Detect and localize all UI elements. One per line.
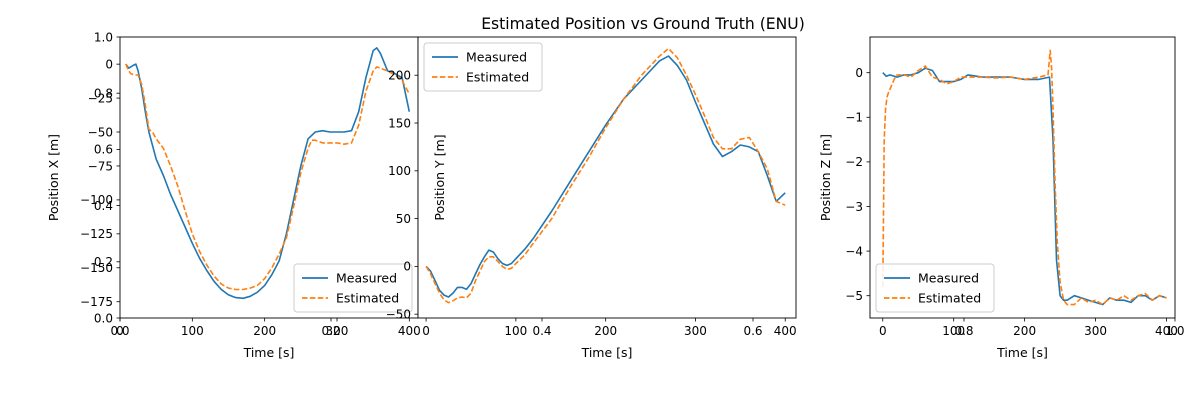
legend-box: [293, 263, 413, 313]
x-tick-label: 200: [253, 324, 276, 338]
y-tick-label: 0: [855, 66, 863, 80]
x-tick-label: 200: [594, 324, 617, 338]
series-line-measured: [125, 47, 411, 300]
legend: Measured Estimated: [423, 42, 543, 92]
axes-frame: [417, 36, 797, 319]
series-line-estimated: [425, 47, 786, 304]
y-tick-label: −1: [845, 111, 863, 125]
y-axis-label: Position Z [m]: [818, 134, 833, 221]
series-line-measured: [425, 55, 786, 298]
x-axis-label: Time [s]: [243, 345, 295, 360]
y-tick-label: 200: [388, 69, 411, 83]
background-axis: 0.00.0 0.2 0.2 0.4 0.4 0.6 0.6 0.8 0.8 1.0 1.0: [94, 30, 1185, 338]
bg-y-tick-label: 0.8: [94, 87, 113, 101]
x-tick-label: 300: [326, 324, 349, 338]
x-tick-label: 0: [879, 324, 887, 338]
figure-title: Estimated Position vs Ground Truth (ENU): [481, 15, 805, 33]
x-tick-label: 200: [1013, 324, 1036, 338]
series-group: [125, 47, 411, 300]
y-tick-label: 0: [105, 57, 113, 71]
bg-x-tick-label: 0.8: [954, 324, 973, 338]
bg-x-tick-label: 0.4: [532, 324, 551, 338]
y-tick-label: −3: [845, 200, 863, 214]
bg-x-tick-label: 0.6: [743, 324, 762, 338]
legend: Measured Estimated: [293, 263, 413, 313]
y-tick-label: −25: [88, 91, 113, 105]
series-group: [425, 47, 786, 304]
x-tick-label: 300: [1084, 324, 1107, 338]
legend-label-estimated: Estimated: [466, 70, 529, 85]
subplot-1: 0 100 200 300 400 0 −25 −50 −75 −100 −125 −150 −175 T…: [46, 36, 421, 360]
series-group: [882, 49, 1167, 306]
series-line-estimated: [125, 63, 411, 291]
y-tick-label: 50: [396, 212, 411, 226]
legend-label-measured: Measured: [466, 50, 527, 65]
legend-label-estimated: Estimated: [918, 291, 981, 306]
y-tick-label: −50: [88, 125, 113, 139]
y-tick-label: 0: [403, 260, 411, 274]
series-line-estimated: [882, 49, 1167, 306]
x-tick-label: 300: [684, 324, 707, 338]
y-tick-label: −5: [845, 289, 863, 303]
bg-y-tick-label: 0.6: [94, 143, 113, 157]
y-tick-label: 150: [388, 116, 411, 130]
legend: Measured Estimated: [875, 263, 995, 313]
y-tick-label: −75: [88, 159, 113, 173]
subplot-3: 0 100 200 300 400 0 −1 −2 −3 −4 −5 Time [s] Position…: [818, 36, 1178, 360]
bg-x-tick-label: 1.0: [1165, 324, 1184, 338]
y-axis-label: Position Y [m]: [432, 134, 447, 220]
axes-frame: [869, 36, 1176, 319]
y-tick-label: −50: [386, 307, 411, 321]
x-tick-label: 0: [422, 324, 430, 338]
bg-y-tick-label: 1.0: [94, 30, 113, 44]
x-tick-label: 100: [504, 324, 527, 338]
y-tick-label: 100: [388, 164, 411, 178]
y-tick-label: −100: [80, 193, 113, 207]
legend-label-measured: Measured: [918, 271, 979, 286]
legend-label-estimated: Estimated: [336, 291, 399, 306]
x-tick-label: 0: [116, 324, 124, 338]
legend-label-measured: Measured: [336, 271, 397, 286]
legend-box: [423, 42, 543, 92]
y-tick-label: −4: [845, 244, 863, 258]
bg-y-tick-label: 0.2: [94, 255, 113, 269]
y-tick-label: −2: [845, 155, 863, 169]
bg-y-tick-label: 0.0: [94, 311, 113, 325]
y-tick-label: −150: [80, 261, 113, 275]
x-axis-label: Time [s]: [996, 345, 1048, 360]
subplot-2: 0 100 200 300 400 −50 0 50 100 150 200 Time [s] Posi…: [386, 36, 797, 360]
y-tick-label: −175: [80, 295, 113, 309]
bg-x-tick-label: 0.2: [321, 324, 340, 338]
x-axis-label: Time [s]: [581, 345, 633, 360]
y-axis-label: Position X [m]: [46, 134, 61, 221]
x-tick-label: 100: [942, 324, 965, 338]
subplots: 0 100 200 300 4000−25−50−75−100−125−150−175T…: [46, 36, 1178, 360]
x-tick-label: 400: [398, 324, 421, 338]
x-tick-label: 400: [1155, 324, 1178, 338]
y-tick-label: −125: [80, 227, 113, 241]
x-tick-label: 100: [181, 324, 204, 338]
bg-y-tick-label: 0.4: [94, 199, 113, 213]
bg-x-tick-label: 0.0: [110, 324, 129, 338]
series-line-measured: [882, 67, 1167, 306]
x-tick-label: 400: [774, 324, 797, 338]
legend-box: [875, 263, 995, 313]
